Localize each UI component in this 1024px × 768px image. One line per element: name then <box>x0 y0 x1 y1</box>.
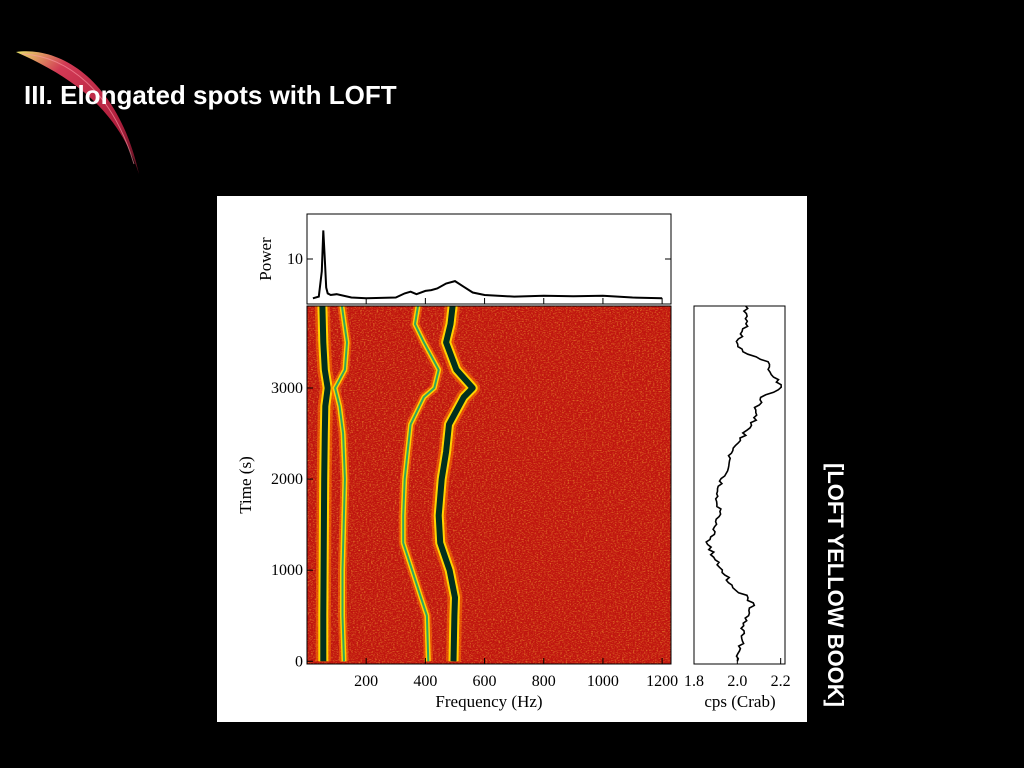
time-tick-label: 2000 <box>271 471 303 488</box>
figure-chart: 10 Power 200 400 600 800 1000 1200 0 1000 2000 3… <box>236 213 791 711</box>
ridge-harmonic <box>334 306 348 662</box>
time-axis-label: Time (s) <box>236 456 255 513</box>
frequency-tick-label: 1000 <box>587 673 619 690</box>
ridge-upper-khz <box>435 306 476 662</box>
frequency-axis-label: Frequency (Hz) <box>435 692 542 711</box>
frequency-tick-label: 800 <box>532 673 556 690</box>
source-note-text: [LOFT YELLOW BOOK] <box>823 462 848 708</box>
ridge-fundamental <box>319 306 331 662</box>
source-note: [LOFT YELLOW BOOK] <box>820 458 850 713</box>
figure-panel: 10 Power 200 400 600 800 1000 1200 0 1000 2000 3… <box>217 196 807 722</box>
slide-title: III. Elongated spots with LOFT <box>24 80 397 110</box>
comet-logo <box>16 51 139 174</box>
count-rate-line <box>705 305 783 662</box>
ridge-lower-khz <box>402 306 440 662</box>
time-tick-label: 0 <box>295 653 303 670</box>
count-rate-axis-label: cps (Crab) <box>704 692 775 711</box>
power-panel: 10 Power <box>256 213 672 305</box>
power-series-line <box>312 230 663 300</box>
time-tick-label: 1000 <box>271 562 303 579</box>
rate-tick-label: 1.8 <box>684 673 704 690</box>
rate-tick-label: 2.0 <box>727 673 747 690</box>
count-rate-panel: 1.8 2.0 2.2 cps (Crab) <box>684 305 791 711</box>
frequency-tick-label: 1200 <box>646 673 678 690</box>
power-ytick-label: 10 <box>287 251 303 268</box>
time-tick-label: 3000 <box>271 380 303 397</box>
spectrogram-panel: 200 400 600 800 1000 1200 0 1000 2000 3000 Frequ… <box>236 298 785 711</box>
frequency-tick-label: 200 <box>354 673 378 690</box>
frequency-tick-label: 600 <box>473 673 497 690</box>
power-y-axis-label: Power <box>256 237 275 281</box>
rate-tick-label: 2.2 <box>771 673 791 690</box>
frequency-tick-label: 400 <box>413 673 437 690</box>
